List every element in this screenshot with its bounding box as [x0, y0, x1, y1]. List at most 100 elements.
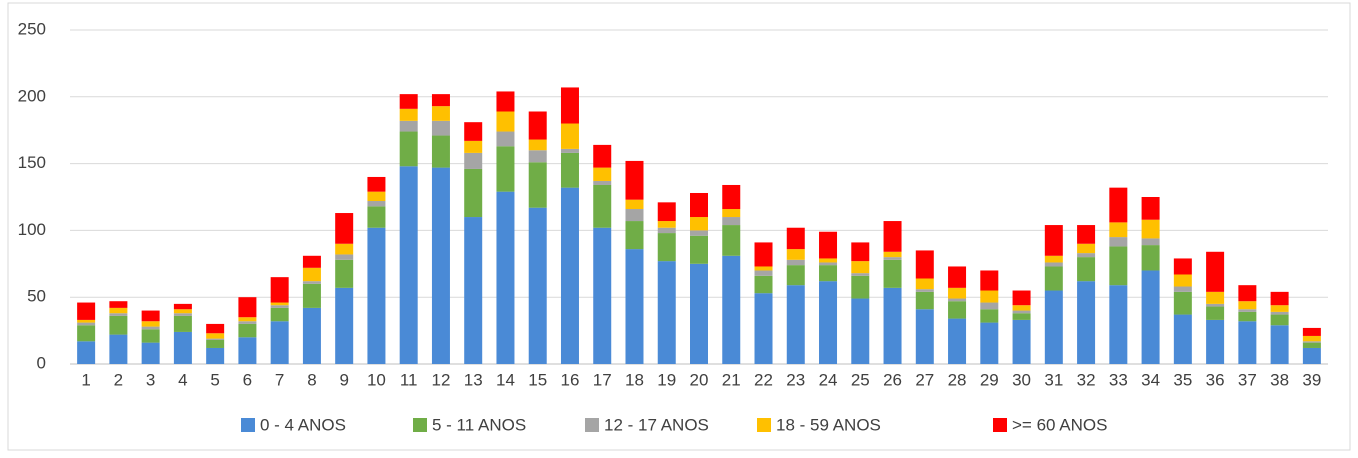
bar-segment — [77, 322, 96, 326]
legend-swatch — [993, 418, 1007, 432]
legend-swatch — [585, 418, 599, 432]
bar-segment — [1141, 197, 1160, 220]
bar-segment — [722, 217, 741, 226]
bar-segment — [786, 265, 805, 286]
bar-segment — [560, 152, 579, 188]
bar-segment — [1141, 219, 1160, 239]
bar-segment — [206, 338, 225, 340]
x-tick-label: 32 — [1077, 370, 1096, 389]
bar-segment — [464, 122, 483, 141]
x-tick-label: 38 — [1270, 370, 1289, 389]
x-tick-label: 31 — [1044, 370, 1063, 389]
bar-segment — [560, 87, 579, 124]
bar-segment — [1141, 238, 1160, 246]
bar-segment — [1206, 319, 1225, 364]
bar-segment — [173, 313, 192, 316]
bar-segment — [238, 297, 257, 318]
bar-segment — [270, 277, 289, 303]
bar-segment — [1302, 335, 1321, 342]
x-tick-label: 29 — [980, 370, 999, 389]
bar-segment — [1044, 290, 1063, 364]
bar-segment — [77, 319, 96, 323]
x-tick-label: 24 — [819, 370, 838, 389]
bar-segment — [528, 111, 547, 140]
bar-segment — [851, 275, 870, 299]
x-tick-label: 9 — [339, 370, 348, 389]
x-tick-label: 39 — [1302, 370, 1321, 389]
bar-segment — [528, 150, 547, 163]
bar-segment — [270, 307, 289, 322]
bar-segment — [367, 201, 386, 207]
bar-segment — [883, 287, 902, 364]
bar-segment — [980, 270, 999, 291]
bar-segment — [173, 303, 192, 310]
bar-segment — [1109, 246, 1128, 286]
y-tick-label: 150 — [18, 153, 46, 172]
x-tick-label: 33 — [1109, 370, 1128, 389]
bar-segment — [819, 262, 838, 266]
y-tick-label: 50 — [27, 287, 46, 306]
bar-segment — [141, 329, 160, 343]
bar-segment — [1012, 305, 1031, 311]
x-tick-label: 15 — [528, 370, 547, 389]
bar-segment — [722, 184, 741, 210]
bar-segment — [722, 209, 741, 218]
bar-segment — [1173, 291, 1192, 315]
bar-segment — [109, 315, 128, 335]
bar-segment — [1206, 291, 1225, 304]
x-tick-label: 30 — [1012, 370, 1031, 389]
bar-segment — [431, 135, 450, 168]
bar-segment — [1077, 253, 1096, 258]
bar-segment — [883, 251, 902, 258]
bar-segment — [399, 94, 418, 109]
bar-segment — [496, 131, 515, 147]
legend-swatch — [757, 418, 771, 432]
bar-segment — [754, 275, 773, 294]
bar-segment — [593, 227, 612, 364]
bar-segment — [399, 108, 418, 121]
bar-segment — [431, 167, 450, 364]
bar-segment — [851, 273, 870, 276]
bar-segment — [528, 139, 547, 151]
x-tick-label: 17 — [593, 370, 612, 389]
bar-segment — [270, 302, 289, 306]
bar-segment — [722, 255, 741, 364]
bar-segment — [754, 293, 773, 364]
bar-segment — [1270, 325, 1289, 364]
bar-segment — [690, 230, 708, 236]
bar-segment — [915, 309, 934, 364]
bar-segment — [109, 313, 128, 316]
bar-segment — [980, 322, 999, 364]
bar-segment — [270, 305, 289, 308]
bar-segment — [786, 259, 805, 266]
bar-segment — [496, 191, 515, 364]
bar-segment — [1044, 225, 1063, 256]
bar-segment — [625, 249, 644, 364]
legend-label: 12 - 17 ANOS — [604, 415, 709, 434]
bar-segment — [1238, 311, 1257, 322]
bar-segment — [496, 91, 515, 112]
bar-segment — [77, 302, 96, 320]
bar-segment — [431, 120, 450, 136]
bar-segment — [657, 233, 676, 262]
bar-segment — [851, 242, 870, 262]
bar-segment — [560, 187, 579, 364]
bar-segment — [496, 111, 515, 132]
bar-segment — [270, 321, 289, 364]
bar-segment — [1173, 314, 1192, 364]
bar-segment — [948, 318, 967, 364]
x-tick-label: 18 — [625, 370, 644, 389]
bar-segment — [915, 289, 934, 292]
bar-segment — [1238, 309, 1257, 312]
bar-segment — [1077, 281, 1096, 364]
bar-segment — [335, 287, 354, 364]
bar-segment — [625, 221, 644, 250]
bar-segment — [109, 307, 128, 314]
bar-segment — [1012, 290, 1031, 306]
bar-segment — [464, 217, 483, 364]
bar-segment — [625, 160, 644, 200]
bar-segment — [1109, 222, 1128, 238]
bar-segment — [690, 217, 708, 231]
bar-segment — [109, 334, 128, 364]
